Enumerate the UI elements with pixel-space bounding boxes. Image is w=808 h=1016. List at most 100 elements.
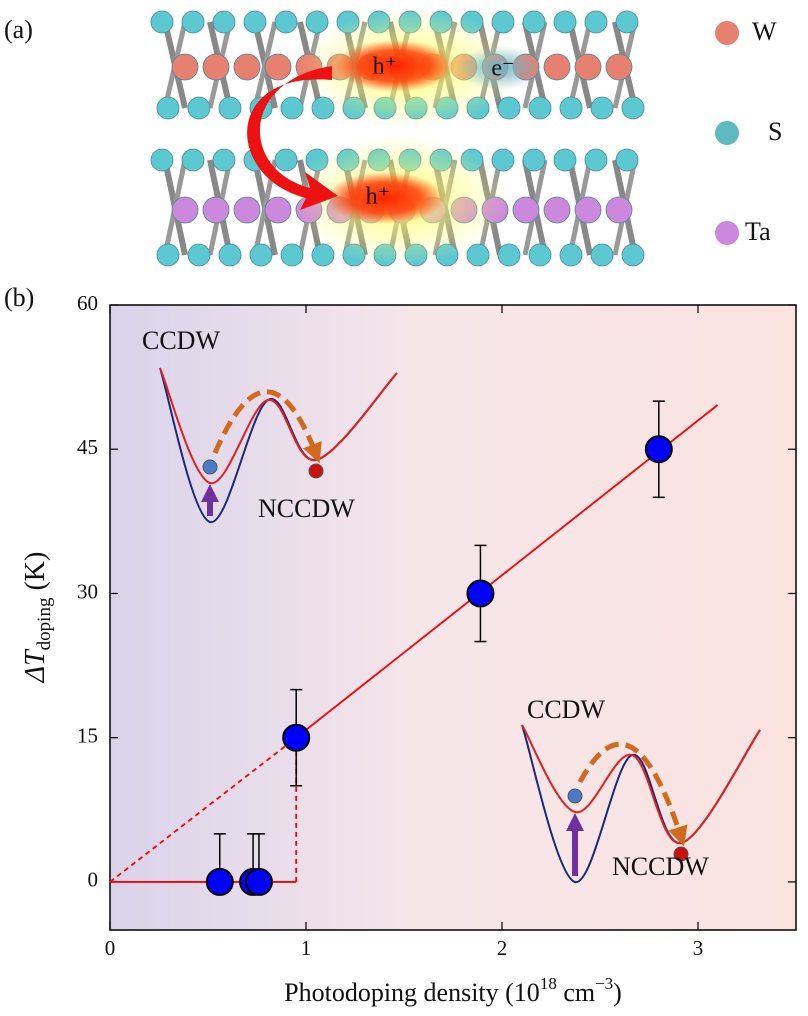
state-dot bbox=[673, 846, 689, 862]
atom bbox=[543, 196, 571, 224]
atom bbox=[171, 196, 199, 224]
atom bbox=[543, 53, 571, 81]
atom bbox=[491, 10, 515, 34]
atom bbox=[553, 148, 577, 172]
data-point bbox=[644, 435, 673, 464]
legend-label: S bbox=[768, 117, 782, 146]
x-tick-label: 2 bbox=[497, 936, 508, 960]
x-axis-label-part: −3 bbox=[595, 974, 613, 993]
potential-curve bbox=[159, 367, 398, 485]
atom bbox=[559, 96, 583, 120]
atom bbox=[187, 96, 211, 120]
carrier-label: e⁻ bbox=[491, 56, 514, 82]
y-tick-label: 30 bbox=[77, 579, 98, 603]
atom bbox=[574, 196, 602, 224]
y-axis-label-part: ΔT bbox=[20, 648, 51, 683]
atom bbox=[621, 96, 645, 120]
hole-cloud bbox=[325, 172, 445, 224]
atom bbox=[497, 243, 521, 267]
atom bbox=[584, 148, 608, 172]
atom bbox=[615, 10, 639, 34]
transition-arrow bbox=[212, 389, 322, 464]
x-axis-label-part: Photodoping density (10 bbox=[284, 978, 540, 1007]
atom bbox=[243, 10, 267, 34]
state-dot bbox=[308, 463, 324, 479]
x-axis-label-part: 18 bbox=[540, 974, 557, 993]
panel-label: (b) bbox=[4, 283, 34, 312]
atom bbox=[528, 243, 552, 267]
legend-swatch bbox=[715, 121, 739, 145]
y-tick-label: 15 bbox=[77, 724, 98, 748]
legend-swatch bbox=[715, 21, 739, 45]
atom bbox=[280, 96, 304, 120]
plot: CCDW NCCDW CCDW NCCDW 0 15 30 45 60 0 1 2 3 Photodopi… bbox=[20, 291, 797, 1007]
annotation: NCCDW bbox=[612, 852, 709, 881]
plot-background bbox=[110, 305, 796, 930]
atom bbox=[522, 10, 546, 34]
x-axis-label-part: cm bbox=[557, 978, 595, 1007]
atom bbox=[218, 243, 242, 267]
atom bbox=[264, 196, 292, 224]
atom bbox=[150, 10, 174, 34]
potential-curve bbox=[521, 724, 761, 845]
x-axis-label-part: ) bbox=[613, 978, 622, 1007]
electron-cloud bbox=[455, 46, 545, 90]
x-tick-label: 0 bbox=[105, 936, 116, 960]
legend-label: Ta bbox=[745, 217, 771, 246]
annotation: NCCDW bbox=[258, 494, 355, 523]
atom bbox=[181, 10, 205, 34]
atom bbox=[187, 243, 211, 267]
panel-label: (a) bbox=[4, 15, 33, 44]
y-axis-label-part: (K) bbox=[20, 552, 51, 598]
atom bbox=[274, 148, 298, 172]
atom bbox=[615, 148, 639, 172]
atom bbox=[218, 96, 242, 120]
data-point bbox=[282, 723, 311, 752]
annotation: CCDW bbox=[142, 326, 220, 355]
atom bbox=[584, 10, 608, 34]
y-axis-label-part: doping bbox=[34, 597, 55, 650]
atom bbox=[233, 196, 261, 224]
transition-arrow bbox=[577, 741, 688, 847]
carrier-label: h⁺ bbox=[373, 54, 398, 80]
atom bbox=[171, 53, 199, 81]
annotation: CCDW bbox=[527, 695, 605, 724]
atom bbox=[280, 243, 304, 267]
atom bbox=[156, 243, 180, 267]
carrier-label: h⁺ bbox=[366, 184, 391, 210]
atom bbox=[522, 148, 546, 172]
atom bbox=[553, 10, 577, 34]
plot-frame bbox=[109, 304, 797, 931]
state-dot bbox=[567, 788, 583, 804]
hole-cloud bbox=[335, 40, 455, 92]
data-point bbox=[205, 867, 234, 896]
atom bbox=[156, 96, 180, 120]
atom bbox=[305, 10, 329, 34]
legend-label: W bbox=[752, 17, 777, 46]
atom bbox=[202, 196, 230, 224]
atom bbox=[491, 148, 515, 172]
atom bbox=[559, 243, 583, 267]
atom bbox=[150, 148, 174, 172]
atom bbox=[621, 243, 645, 267]
atom bbox=[202, 53, 230, 81]
atom bbox=[264, 53, 292, 81]
atom bbox=[590, 243, 614, 267]
y-tick-label: 0 bbox=[88, 868, 99, 892]
state-dot bbox=[202, 459, 218, 475]
y-tick-label: 45 bbox=[77, 435, 98, 459]
atom bbox=[590, 96, 614, 120]
atom bbox=[181, 148, 205, 172]
x-axis-label: Photodoping density (1018 cm−3) bbox=[284, 974, 622, 1007]
fit-line bbox=[109, 736, 297, 883]
data-point bbox=[244, 867, 273, 896]
y-tick-label: 60 bbox=[77, 291, 98, 315]
y-axis-label: ΔTdoping (K) bbox=[20, 552, 55, 684]
legend-swatch bbox=[715, 221, 739, 245]
data-point bbox=[466, 579, 495, 608]
x-tick-label: 1 bbox=[301, 936, 312, 960]
atom bbox=[605, 53, 633, 81]
fit-line bbox=[295, 404, 719, 739]
atom bbox=[274, 10, 298, 34]
